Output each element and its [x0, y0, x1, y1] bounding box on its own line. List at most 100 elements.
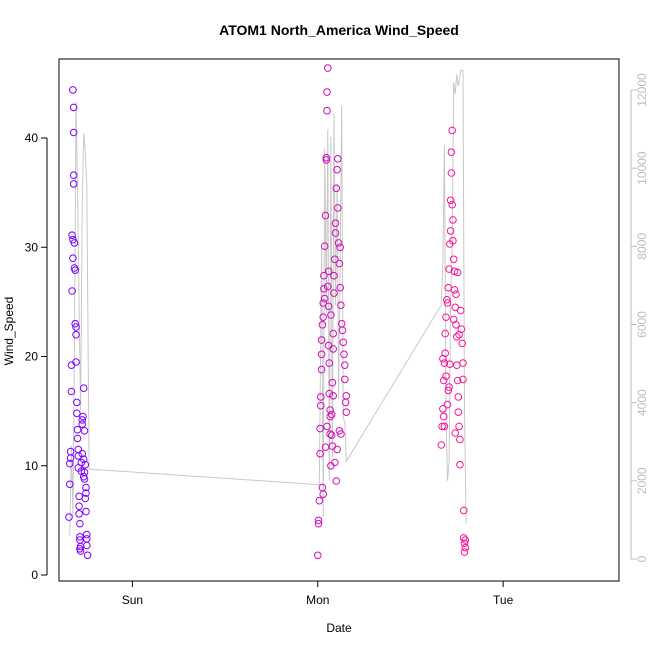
data-point: [454, 393, 463, 401]
y-tick-label: 30: [25, 240, 39, 254]
y-axis-label: Wind_Speed: [2, 297, 16, 366]
x-tick-label: Sun: [122, 593, 143, 607]
y2-tick-label: 2000: [635, 467, 649, 494]
data-point: [324, 282, 332, 291]
data-point: [332, 184, 341, 193]
data-point: [319, 313, 328, 322]
data-point: [67, 361, 76, 370]
data-point: [81, 460, 90, 469]
data-point: [459, 534, 468, 542]
y2-tick-label: 12000: [635, 73, 649, 107]
data-point: [323, 422, 331, 431]
data-point: [324, 64, 332, 72]
data-point: [80, 427, 89, 435]
data-point: [69, 254, 77, 263]
data-point: [80, 475, 89, 483]
data-point: [79, 412, 87, 421]
axes: 0 10 20 30 40 0 2000 4000 6000 8000 10000 12000 Sun M…: [25, 73, 649, 607]
data-point: [73, 398, 81, 407]
data-point: [340, 350, 348, 359]
data-point: [439, 405, 447, 413]
data-point: [66, 447, 75, 456]
data-point: [79, 455, 88, 464]
data-point: [449, 216, 457, 224]
plot-frame: [58, 58, 620, 582]
data-point: [69, 171, 78, 179]
data-point: [74, 452, 83, 460]
data-point: [74, 445, 83, 454]
data-point: [76, 533, 84, 541]
data-point: [71, 266, 79, 275]
data-point: [459, 506, 468, 515]
data-point: [323, 106, 331, 115]
data-point: [78, 449, 86, 458]
data-point: [437, 441, 446, 449]
data-point: [333, 165, 341, 174]
data-point: [330, 271, 338, 280]
y-tick-label: 40: [25, 131, 39, 145]
secondary-line: [69, 70, 467, 536]
data-point: [318, 483, 327, 492]
data-point: [448, 126, 457, 135]
data-point: [439, 412, 448, 421]
data-point: [72, 330, 80, 339]
data-point: [449, 236, 457, 245]
data-point: [442, 372, 450, 381]
data-point: [80, 468, 89, 477]
data-point: [316, 424, 324, 433]
y2-tick-label: 8000: [635, 233, 649, 260]
data-points: [65, 64, 470, 560]
y-tick-label: 20: [25, 350, 39, 364]
data-point: [335, 259, 344, 268]
data-point: [73, 434, 82, 443]
data-point: [321, 211, 330, 220]
data-point: [451, 429, 460, 437]
y2-tick-label: 10000: [635, 151, 649, 185]
data-point: [71, 319, 79, 328]
data-point: [334, 204, 342, 212]
secondary-series-line: [69, 70, 467, 536]
data-point: [327, 311, 335, 319]
x-tick-label: Tue: [493, 593, 514, 607]
data-point: [83, 530, 91, 539]
data-point: [68, 231, 76, 239]
data-point: [334, 239, 343, 247]
data-point: [331, 219, 340, 227]
data-point: [446, 196, 455, 205]
data-point: [452, 290, 460, 299]
data-point: [75, 492, 83, 501]
data-point: [318, 321, 327, 329]
data-point: [326, 406, 334, 414]
data-point: [68, 287, 76, 295]
data-point: [69, 128, 78, 137]
data-point: [322, 153, 331, 162]
data-point: [449, 315, 458, 324]
data-point: [443, 400, 452, 409]
data-point: [72, 323, 80, 331]
data-point: [78, 416, 86, 424]
data-point: [446, 360, 454, 369]
data-point: [456, 435, 464, 444]
data-point: [327, 410, 336, 419]
data-point: [81, 494, 90, 503]
data-point: [322, 156, 331, 164]
data-point: [317, 393, 325, 401]
data-point: [73, 409, 81, 418]
data-point: [449, 255, 458, 264]
data-point: [441, 329, 450, 338]
data-point: [65, 513, 73, 521]
data-point: [70, 239, 79, 247]
data-point: [330, 289, 338, 297]
data-point: [66, 459, 74, 468]
data-point: [443, 295, 451, 304]
data-point: [317, 365, 326, 374]
data-point: [447, 169, 456, 177]
data-point: [456, 460, 464, 469]
data-point: [83, 541, 91, 550]
data-point: [82, 507, 90, 516]
data-point: [337, 301, 345, 310]
chart-title: ATOM1 North_America Wind_Speed: [219, 22, 459, 38]
data-point: [324, 267, 333, 276]
data-point: [326, 430, 334, 438]
